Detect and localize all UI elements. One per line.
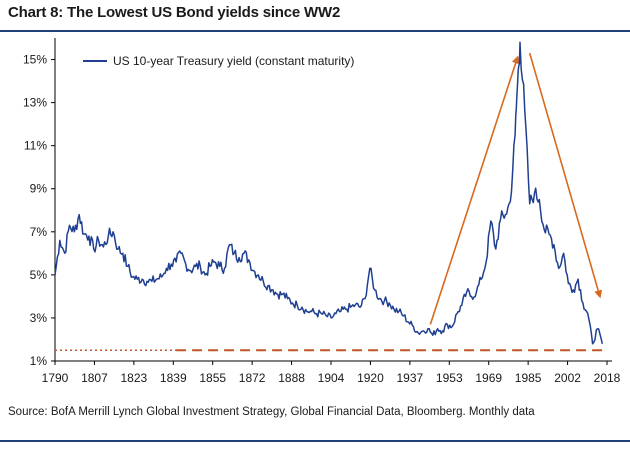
y-tick-label: 9%	[30, 182, 48, 196]
y-tick-label: 7%	[30, 225, 48, 239]
x-tick-label: 1807	[81, 371, 108, 385]
y-tick-label: 13%	[23, 96, 47, 110]
x-tick-label: 1872	[239, 371, 266, 385]
y-tick-label: 1%	[30, 354, 48, 368]
axes-layer: 1% 3% 5% 7% 9% 11% 13% 15% 1790 1807 1823 1839 1855 1…	[23, 38, 621, 385]
x-tick-label: 2002	[554, 371, 581, 385]
x-tick-label: 1937	[397, 371, 424, 385]
x-tick-label: 1839	[160, 371, 187, 385]
bottom-rule	[0, 440, 630, 442]
x-tick-label: 1969	[475, 371, 502, 385]
x-tick-label: 1855	[199, 371, 226, 385]
x-tick-label: 1888	[278, 371, 305, 385]
x-tick-label: 1904	[318, 371, 345, 385]
title-bar: Chart 8: The Lowest US Bond yields since…	[0, 0, 630, 32]
x-tick-label: 1790	[42, 371, 69, 385]
legend: US 10-year Treasury yield (constant matu…	[83, 54, 354, 68]
series-layer	[54, 41, 604, 345]
x-tick-label: 2018	[594, 371, 621, 385]
y-tick-label: 3%	[30, 311, 48, 325]
trend-arrow	[528, 52, 603, 299]
x-tick-label: 1823	[121, 371, 148, 385]
source-note: Source: BofA Merrill Lynch Global Invest…	[8, 406, 535, 418]
chart-title: Chart 8: The Lowest US Bond yields since…	[8, 4, 341, 21]
y-tick-label: 15%	[23, 53, 47, 67]
annotations-layer	[55, 52, 603, 352]
legend-label: US 10-year Treasury yield (constant matu…	[113, 54, 354, 68]
y-tick-label: 5%	[30, 268, 48, 282]
trend-arrow	[429, 55, 520, 325]
x-tick-label: 1920	[357, 371, 384, 385]
x-tick-label: 1953	[436, 371, 463, 385]
series-line	[54, 41, 604, 345]
chart-area: 1% 3% 5% 7% 9% 11% 13% 15% 1790 1807 1823 1839 1855 1…	[23, 38, 621, 385]
x-tick-label: 1985	[515, 371, 542, 385]
y-tick-label: 11%	[24, 139, 47, 153]
